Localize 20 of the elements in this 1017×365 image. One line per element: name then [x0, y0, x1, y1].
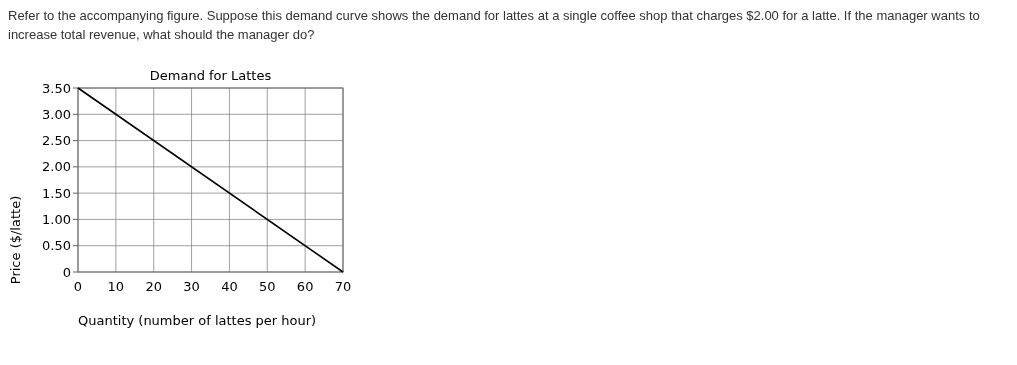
x-tick-label: 70: [334, 279, 352, 294]
chart-title: Demand for Lattes: [149, 68, 272, 83]
y-tick-label: 1.50: [42, 185, 71, 201]
y-tick-label: 3.50: [42, 80, 71, 96]
x-tick-label: 50: [259, 279, 276, 294]
y-tick-label: 0.50: [42, 238, 71, 254]
x-tick-label: 10: [107, 279, 125, 294]
x-tick-label: 40: [221, 279, 238, 294]
y-axis-title: Price ($/latte): [8, 195, 23, 285]
y-tick-label: 1.00: [42, 211, 71, 227]
x-tick-label: 0: [73, 279, 83, 294]
y-tick-label: 2.50: [42, 133, 71, 149]
x-tick-label: 20: [145, 279, 162, 294]
y-tick-label: 2.00: [42, 159, 71, 175]
x-tick-label: 60: [296, 279, 314, 294]
y-tick-label: 3.00: [42, 106, 71, 122]
x-axis-title: Quantity (number of lattes per hour): [78, 313, 317, 328]
x-tick-label: 30: [183, 279, 200, 294]
text: Refer to the accompanying figure. Suppose this demand curve shows the demand for lattes at a single coffee shop that charges $2.00 for a latte. If the manager wants to increase total revenue, what should the manager do?: [8, 8, 980, 42]
y-tick-label: 0: [62, 264, 71, 280]
